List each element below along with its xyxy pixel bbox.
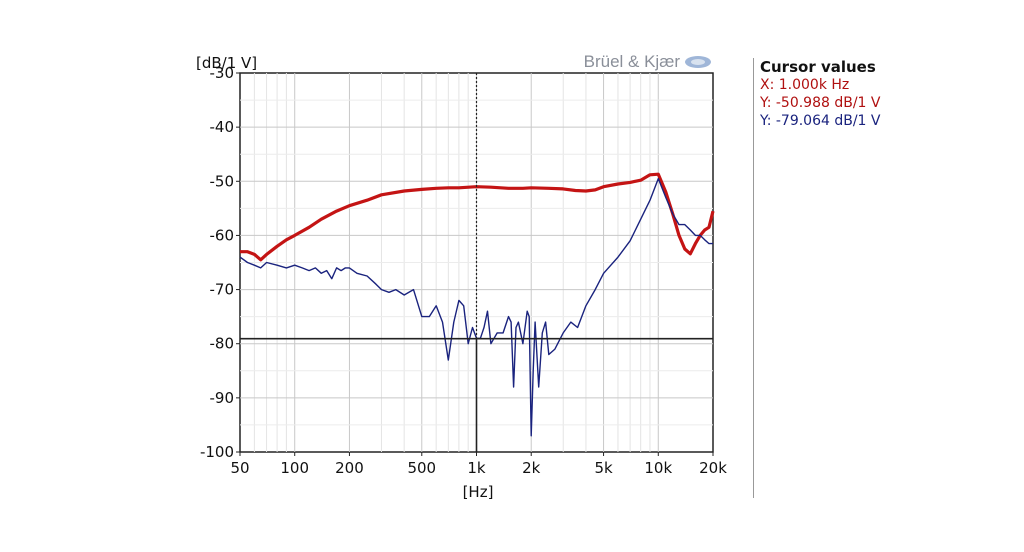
cursor-panel-title: Cursor values xyxy=(760,58,876,76)
x-tick-label: 100 xyxy=(280,459,309,477)
y-tick-label: -60 xyxy=(210,226,235,244)
cursor-layer[interactable] xyxy=(240,73,713,452)
series-line-red xyxy=(240,172,715,262)
brand-logo: Brüel & Kjær xyxy=(584,52,681,71)
x-tick-label: 20k xyxy=(699,459,727,477)
x-tick-label: 200 xyxy=(335,459,364,477)
y-axis-unit-label: [dB/1 V] xyxy=(196,54,257,72)
x-tick-label: 50 xyxy=(230,459,249,477)
brand-logo-icon xyxy=(685,56,711,68)
cursor-x-value: X: 1.000k Hz xyxy=(760,77,850,93)
x-tick-label: 1k xyxy=(467,459,486,477)
y-axis-ticks: -30 -40 -50 -60 -70 -80 -90 -100 xyxy=(200,64,240,461)
series-line-blue xyxy=(239,177,713,437)
cursor-y-value-blue: Y: -79.064 dB/1 V xyxy=(760,113,881,129)
y-tick-label: -80 xyxy=(210,335,235,353)
frequency-response-chart: 50 100 200 500 1k 2k 5k 10k 20k -30-40-50-60-70-… xyxy=(196,52,727,501)
x-tick-label: 2k xyxy=(522,459,541,477)
x-axis-ticks: 50 100 200 500 1k 2k 5k 10k 20k xyxy=(230,452,727,477)
y-tick-label: -30 xyxy=(210,64,235,82)
x-tick-label: 5k xyxy=(594,459,613,477)
cursor-values-panel: Cursor values X: 1.000k Hz Y: -50.988 dB… xyxy=(760,58,881,130)
y-tick-label: -40 xyxy=(210,118,235,136)
y-tick-label: -70 xyxy=(210,281,235,299)
cursor-y-value-red: Y: -50.988 dB/1 V xyxy=(760,95,881,111)
y-tick-label: -100 xyxy=(200,443,234,461)
x-axis-unit-label: [Hz] xyxy=(463,483,494,501)
x-tick-label: 500 xyxy=(407,459,436,477)
x-tick-label: 10k xyxy=(644,459,672,477)
panel-divider xyxy=(753,58,754,498)
series-layer xyxy=(239,172,715,437)
y-tick-label: -90 xyxy=(210,389,235,407)
y-tick-label: -50 xyxy=(210,172,235,190)
